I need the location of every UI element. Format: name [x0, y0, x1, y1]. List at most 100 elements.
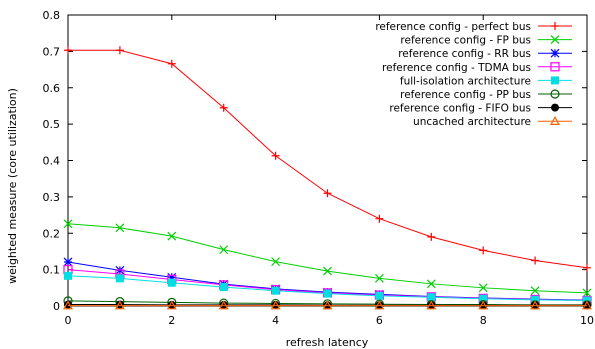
data-point	[478, 283, 488, 293]
y-tick-label: 0.1	[43, 264, 61, 277]
data-point	[64, 271, 72, 280]
legend-marker	[551, 22, 559, 30]
data-point	[427, 293, 436, 302]
data-point	[427, 232, 436, 241]
legend-marker	[551, 76, 559, 85]
data-point	[322, 300, 333, 310]
data-point	[426, 279, 436, 289]
data-point	[166, 300, 177, 310]
data-point	[115, 300, 124, 309]
data-point	[219, 103, 228, 112]
data-point	[426, 300, 437, 310]
data-point	[583, 263, 591, 272]
legend-entry: full-isolation architecture	[400, 75, 572, 87]
data-point	[374, 273, 384, 283]
data-point	[479, 294, 488, 303]
data-point	[530, 300, 541, 310]
data-point	[582, 288, 592, 298]
data-point	[375, 214, 384, 223]
data-point	[115, 46, 124, 55]
data-point	[219, 245, 229, 255]
legend-label: uncached architecture	[413, 116, 531, 128]
legend-entry: reference config - FP bus	[400, 35, 572, 47]
legend-label: reference config - RR bus	[398, 48, 531, 60]
data-point	[115, 274, 124, 283]
data-point	[115, 223, 125, 233]
legend-marker	[550, 48, 560, 58]
data-point	[323, 289, 332, 298]
y-tick-label: 0	[53, 300, 60, 313]
data-point	[531, 295, 540, 304]
data-point	[167, 231, 177, 241]
legend-marker	[549, 115, 561, 125]
data-point	[581, 300, 593, 310]
y-tick-label: 0.5	[43, 118, 61, 131]
series-0	[64, 46, 591, 272]
data-point	[167, 272, 177, 282]
legend-entry: reference config - TDMA bus	[382, 62, 572, 74]
data-point	[271, 300, 280, 309]
x-tick-label: 4	[272, 314, 279, 327]
data-point	[62, 300, 74, 310]
legend-label: reference config - FIFO bus	[389, 103, 531, 115]
data-point	[531, 256, 540, 265]
legend-entry: reference config - perfect bus	[375, 21, 572, 33]
plot-area: 0 0.1 0.2 0.3 0.4 0.5 0.6 0.7 0.8 0 2 4 6 8 10	[43, 9, 595, 327]
legend-label: full-isolation architecture	[400, 75, 531, 87]
data-point	[167, 300, 176, 309]
legend: reference config - perfect bus reference …	[375, 21, 572, 128]
data-point	[271, 286, 280, 295]
legend-marker	[550, 62, 560, 72]
data-point	[478, 300, 489, 310]
data-point	[530, 286, 540, 296]
data-point	[167, 59, 176, 68]
data-point	[219, 283, 228, 292]
data-point	[375, 291, 384, 300]
legend-label: reference config - FP bus	[400, 35, 531, 47]
x-tick-label: 0	[65, 314, 72, 327]
data-point	[64, 46, 72, 55]
y-axis-label: weighted measure (core utilization)	[6, 88, 19, 284]
data-point	[271, 151, 280, 160]
data-point	[114, 300, 125, 310]
y-tick-label: 0.6	[43, 82, 61, 95]
data-point	[270, 300, 281, 310]
x-tick-label: 10	[580, 314, 594, 327]
data-point	[219, 300, 228, 309]
data-point	[63, 257, 73, 267]
legend-label: reference config - TDMA bus	[382, 62, 531, 74]
legend-entry: reference config - PP bus	[400, 89, 572, 101]
y-tick-label: 0.3	[43, 191, 61, 204]
legend-label: reference config - PP bus	[400, 89, 531, 101]
data-point	[63, 219, 73, 229]
data-point	[374, 300, 385, 310]
series-layer	[62, 46, 593, 310]
data-point	[271, 257, 281, 267]
series-line	[67, 223, 588, 294]
data-point	[323, 266, 332, 276]
legend-entry: reference config - FIFO bus	[389, 103, 572, 115]
legend-marker	[551, 103, 559, 112]
series-7	[62, 300, 593, 310]
legend-marker	[550, 89, 560, 99]
legend-entry: reference config - RR bus	[398, 48, 572, 60]
y-tick-label: 0.7	[43, 45, 61, 58]
y-tick-label: 0.8	[43, 9, 61, 22]
data-point	[64, 300, 72, 309]
data-point	[479, 246, 488, 255]
y-tick-label: 0.2	[43, 227, 61, 240]
x-tick-label: 6	[376, 314, 383, 327]
legend-label: reference config - perfect bus	[375, 21, 531, 33]
x-axis-label: refresh latency	[286, 336, 369, 349]
x-tick-label: 2	[168, 314, 175, 327]
series-1	[63, 219, 592, 298]
legend-entry: uncached architecture	[413, 115, 572, 128]
data-point	[218, 300, 229, 310]
series-4	[64, 271, 591, 305]
legend-marker	[550, 35, 560, 45]
data-point	[323, 189, 332, 198]
x-tick-label: 8	[480, 314, 487, 327]
y-tick-label: 0.4	[43, 155, 61, 168]
data-point	[167, 278, 176, 287]
